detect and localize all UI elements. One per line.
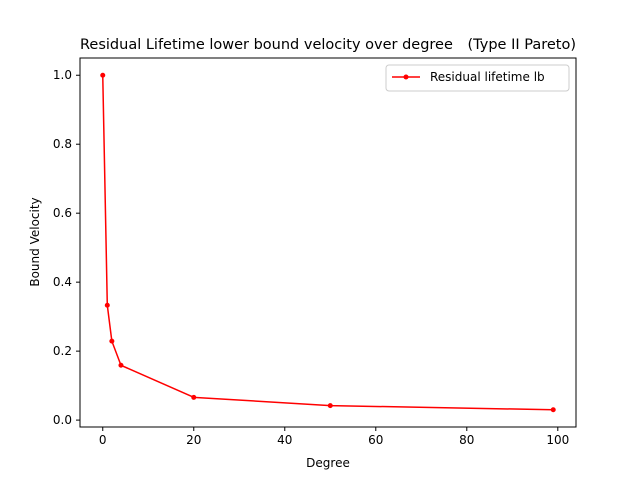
x-tick-label: 40 [277,433,292,447]
y-tick-label: 0.8 [53,137,72,151]
y-axis-ticks: 0.0 0.2 0.4 0.6 0.8 1.0 [53,68,80,427]
legend: Residual lifetime lb [385,64,570,92]
axes-frame [79,57,577,428]
data-point [550,407,556,413]
chart-title: Residual Lifetime lower bound velocity o… [80,37,453,53]
data-point [118,362,124,368]
data-point [327,403,333,409]
series-layer [100,72,556,413]
data-point [109,338,115,344]
y-axis-label: Bound Velocity [28,197,42,286]
legend-label-residual-lifetime-lb: Residual lifetime lb [430,70,545,84]
legend-marker-residual-lifetime-lb [403,74,409,80]
x-tick-label: 0 [99,433,107,447]
data-point [100,72,106,78]
y-tick-label: 1.0 [53,68,72,82]
data-point [104,302,110,308]
x-tick-label: 80 [459,433,474,447]
x-tick-label: 20 [186,433,201,447]
x-tick-label: 100 [546,433,569,447]
y-tick-label: 0.0 [53,413,72,427]
x-axis-ticks: 0 20 40 60 80 100 [99,427,569,447]
plot-area [79,57,577,428]
plot-background [80,58,576,427]
y-tick-label: 0.2 [53,344,72,358]
y-tick-label: 0.4 [53,275,72,289]
data-point [191,394,197,400]
legend-box [385,64,570,92]
x-tick-label: 60 [368,433,383,447]
x-axis-label: Degree [306,456,350,470]
chart-title-right: (Type II Pareto) [468,37,577,53]
y-tick-label: 0.6 [53,206,72,220]
